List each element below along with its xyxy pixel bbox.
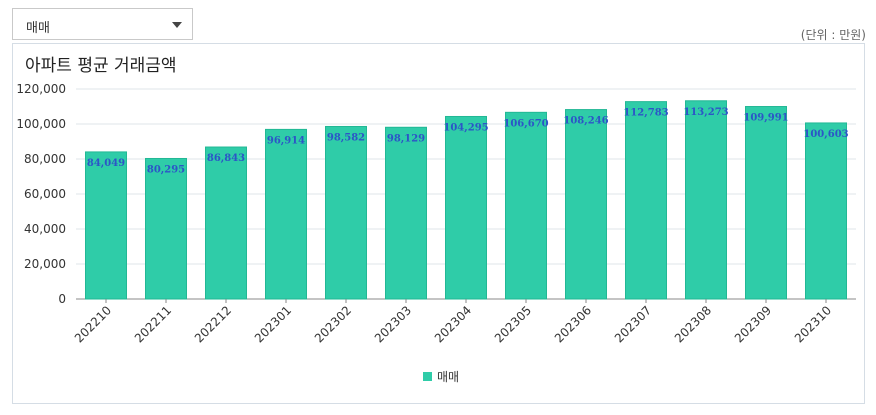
data-label: 109,991 [743, 113, 788, 124]
y-tick-label: 80,000 [24, 152, 66, 166]
x-tick-label: 202306 [552, 303, 594, 345]
bar-chart: 아파트 평균 거래금액 0 20,000 40,000 60,000 80,000 100,… [16, 56, 856, 384]
data-label: 80,295 [147, 164, 185, 175]
x-tick-label: 202212 [192, 303, 234, 345]
x-tick-label: 202301 [252, 303, 294, 345]
x-tick-label: 202210 [72, 303, 114, 345]
bar [745, 106, 787, 300]
data-label: 84,049 [87, 158, 125, 169]
data-label: 86,843 [207, 153, 245, 164]
y-tick-label: 0 [58, 292, 66, 306]
trade-type-value: 매매 [26, 21, 50, 36]
bar [625, 101, 667, 300]
bar [445, 115, 487, 300]
data-label: 104,295 [443, 122, 488, 133]
data-label: 100,603 [803, 129, 848, 140]
bar [205, 146, 247, 300]
chevron-down-icon [172, 22, 182, 28]
data-label: 98,129 [387, 133, 425, 144]
data-label: 113,273 [683, 107, 728, 118]
bar [565, 109, 607, 300]
x-tick-label: 202308 [672, 303, 714, 345]
x-tick-label: 202211 [132, 303, 174, 345]
data-label: 112,783 [623, 108, 668, 119]
x-tick-label: 202303 [372, 303, 414, 345]
trade-type-select[interactable]: 매매 [12, 8, 193, 40]
data-label: 106,670 [503, 118, 548, 129]
x-tick-label: 202305 [492, 303, 534, 345]
legend-swatch [423, 372, 432, 381]
x-tick-label: 202304 [432, 303, 474, 345]
bar [805, 122, 847, 300]
chart-title: 아파트 평균 거래금액 [25, 56, 177, 76]
data-label: 96,914 [267, 135, 305, 146]
bar [325, 125, 367, 300]
data-label: 98,582 [327, 132, 365, 143]
bar [505, 111, 547, 300]
bar [85, 151, 127, 300]
legend-label: 매매 [437, 370, 459, 384]
bar [145, 157, 187, 300]
x-tick-label: 202307 [612, 303, 654, 345]
bar [685, 100, 727, 300]
x-tick-label: 202310 [792, 303, 834, 345]
y-tick-label: 20,000 [24, 257, 66, 271]
x-tick-label: 202302 [312, 303, 354, 345]
chart-panel: 아파트 평균 거래금액 0 20,000 40,000 60,000 80,000 100,… [12, 43, 865, 404]
x-tick-label: 202309 [732, 303, 774, 345]
y-tick-label: 100,000 [16, 117, 66, 131]
unit-label: (단위 : 만원) [800, 28, 866, 42]
y-tick-label: 60,000 [24, 187, 66, 201]
bar [385, 126, 427, 300]
bar [265, 128, 307, 300]
y-tick-label: 40,000 [24, 222, 66, 236]
data-label: 108,246 [563, 116, 608, 127]
y-tick-label: 120,000 [16, 82, 66, 96]
